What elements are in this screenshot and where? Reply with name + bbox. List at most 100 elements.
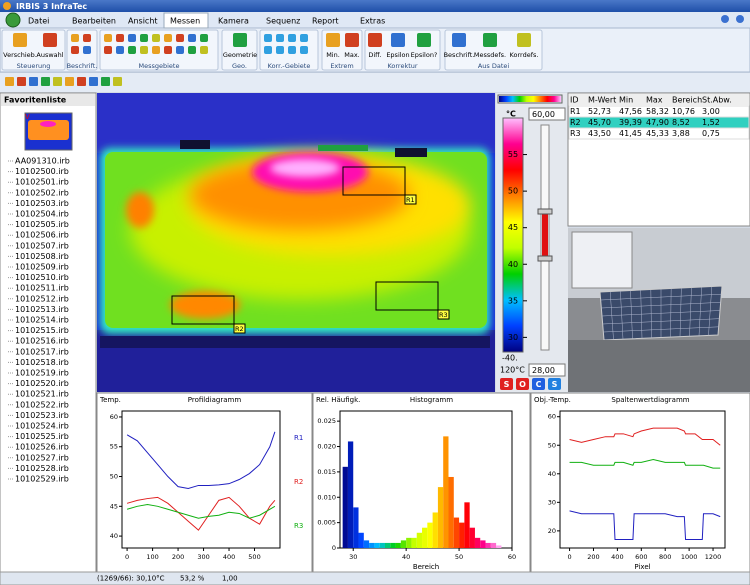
file-item[interactable]: 10102515.irb <box>15 326 69 335</box>
app-button[interactable] <box>5 12 21 28</box>
menu-item[interactable]: Bearbeiten <box>72 17 116 26</box>
small-tool-icon[interactable] <box>140 34 148 42</box>
file-item[interactable]: 10102504.irb <box>15 210 69 219</box>
ribbon-button-label[interactable]: Max. <box>344 51 360 59</box>
region-box[interactable] <box>342 166 406 196</box>
ribbon-button-icon[interactable] <box>517 33 531 47</box>
file-item[interactable]: 10102529.irb <box>15 475 69 484</box>
small-tool-icon[interactable] <box>188 34 196 42</box>
ribbon-button-icon[interactable] <box>417 33 431 47</box>
file-item[interactable]: 10102517.irb <box>15 347 69 356</box>
small-tool-icon[interactable] <box>176 46 184 54</box>
toolbar-icon[interactable] <box>29 77 38 86</box>
ribbon-button-icon[interactable] <box>345 33 359 47</box>
ribbon-button-label[interactable]: Auswahl <box>36 51 63 59</box>
scale-button[interactable] <box>516 378 529 390</box>
scale-button[interactable] <box>500 378 513 390</box>
small-tool-icon[interactable] <box>83 46 91 54</box>
min-input[interactable] <box>528 363 566 377</box>
ribbon-button-icon[interactable] <box>13 33 27 47</box>
small-tool-icon[interactable] <box>276 46 284 54</box>
file-item[interactable]: 10102500.irb <box>15 167 69 176</box>
small-tool-icon[interactable] <box>152 34 160 42</box>
toolbar-icon[interactable] <box>53 77 62 86</box>
file-item[interactable]: 10102501.irb <box>15 178 69 187</box>
table-row[interactable] <box>568 127 750 140</box>
small-tool-icon[interactable] <box>276 34 284 42</box>
toolbar-icon[interactable] <box>77 77 86 86</box>
small-tool-icon[interactable] <box>152 46 160 54</box>
small-tool-icon[interactable] <box>116 46 124 54</box>
small-tool-icon[interactable] <box>300 34 308 42</box>
file-item[interactable]: 10102526.irb <box>15 443 69 452</box>
small-tool-icon[interactable] <box>83 34 91 42</box>
small-tool-icon[interactable] <box>104 34 112 42</box>
ribbon-button-label[interactable]: Diff. <box>368 51 381 59</box>
ribbon-button-label[interactable]: Korrdefs. <box>510 51 539 59</box>
small-tool-icon[interactable] <box>288 34 296 42</box>
file-item[interactable]: 10102524.irb <box>15 422 69 431</box>
small-tool-icon[interactable] <box>176 34 184 42</box>
small-tool-icon[interactable] <box>128 46 136 54</box>
small-tool-icon[interactable] <box>128 34 136 42</box>
small-tool-icon[interactable] <box>116 34 124 42</box>
small-tool-icon[interactable] <box>140 46 148 54</box>
small-tool-icon[interactable] <box>104 46 112 54</box>
region-box[interactable] <box>171 295 235 325</box>
file-item[interactable]: 10102514.irb <box>15 316 69 325</box>
menu-item[interactable]: Ansicht <box>128 17 158 26</box>
region-box[interactable] <box>375 281 439 311</box>
menu-item[interactable]: Extras <box>360 17 385 26</box>
small-tool-icon[interactable] <box>164 46 172 54</box>
menu-item[interactable]: Kamera <box>218 17 249 26</box>
toolbar-icon[interactable] <box>65 77 74 86</box>
ribbon-button-label[interactable]: Epsilon? <box>411 51 438 59</box>
file-item[interactable]: 10102512.irb <box>15 294 69 303</box>
small-tool-icon[interactable] <box>188 46 196 54</box>
small-tool-icon[interactable] <box>288 46 296 54</box>
small-tool-icon[interactable] <box>300 46 308 54</box>
file-item[interactable]: 10102525.irb <box>15 432 69 441</box>
file-item[interactable]: 10102521.irb <box>15 390 69 399</box>
toolbar-icon[interactable] <box>89 77 98 86</box>
file-item[interactable]: 10102528.irb <box>15 464 69 473</box>
ribbon-button-label[interactable]: Messdefs. <box>474 51 506 59</box>
max-input[interactable] <box>528 107 566 121</box>
ribbon-button-icon[interactable] <box>452 33 466 47</box>
toolbar-icon[interactable] <box>101 77 110 86</box>
file-item[interactable]: AA091310.irb <box>15 157 70 166</box>
small-tool-icon[interactable] <box>200 34 208 42</box>
file-item[interactable]: 10102516.irb <box>15 337 69 346</box>
file-item[interactable]: 10102506.irb <box>15 231 69 240</box>
small-tool-icon[interactable] <box>200 46 208 54</box>
ribbon-button-label[interactable]: Beschrift. <box>444 51 475 59</box>
ribbon-button-icon[interactable] <box>483 33 497 47</box>
ribbon-button-label[interactable]: Epsilon <box>386 51 409 59</box>
menu-item[interactable]: Sequenz <box>266 17 300 26</box>
menu-item[interactable]: Datei <box>28 17 49 26</box>
slider-handle[interactable] <box>537 255 553 262</box>
scale-button-label[interactable]: O <box>519 380 526 389</box>
small-tool-icon[interactable] <box>264 34 272 42</box>
scale-button[interactable] <box>548 378 561 390</box>
file-item[interactable]: 10102505.irb <box>15 220 69 229</box>
slider-handle[interactable] <box>537 208 553 215</box>
small-tool-icon[interactable] <box>71 46 79 54</box>
help-icon[interactable] <box>736 15 744 23</box>
toolbar-icon[interactable] <box>5 77 14 86</box>
file-item[interactable]: 10102508.irb <box>15 252 69 261</box>
scale-button-label[interactable]: S <box>504 380 510 389</box>
file-item[interactable]: 10102513.irb <box>15 305 69 314</box>
help-icon[interactable] <box>721 15 729 23</box>
file-item[interactable]: 10102510.irb <box>15 273 69 282</box>
toolbar-icon[interactable] <box>41 77 50 86</box>
file-item[interactable]: 10102511.irb <box>15 284 69 293</box>
scale-button-label[interactable]: C <box>536 380 542 389</box>
menu-item[interactable]: Report <box>312 17 339 26</box>
scale-button-label[interactable]: S <box>552 380 558 389</box>
palette-selector[interactable] <box>497 94 563 104</box>
toolbar-icon[interactable] <box>113 77 122 86</box>
ribbon-button-icon[interactable] <box>391 33 405 47</box>
file-item[interactable]: 10102522.irb <box>15 400 69 409</box>
scale-button[interactable] <box>532 378 545 390</box>
